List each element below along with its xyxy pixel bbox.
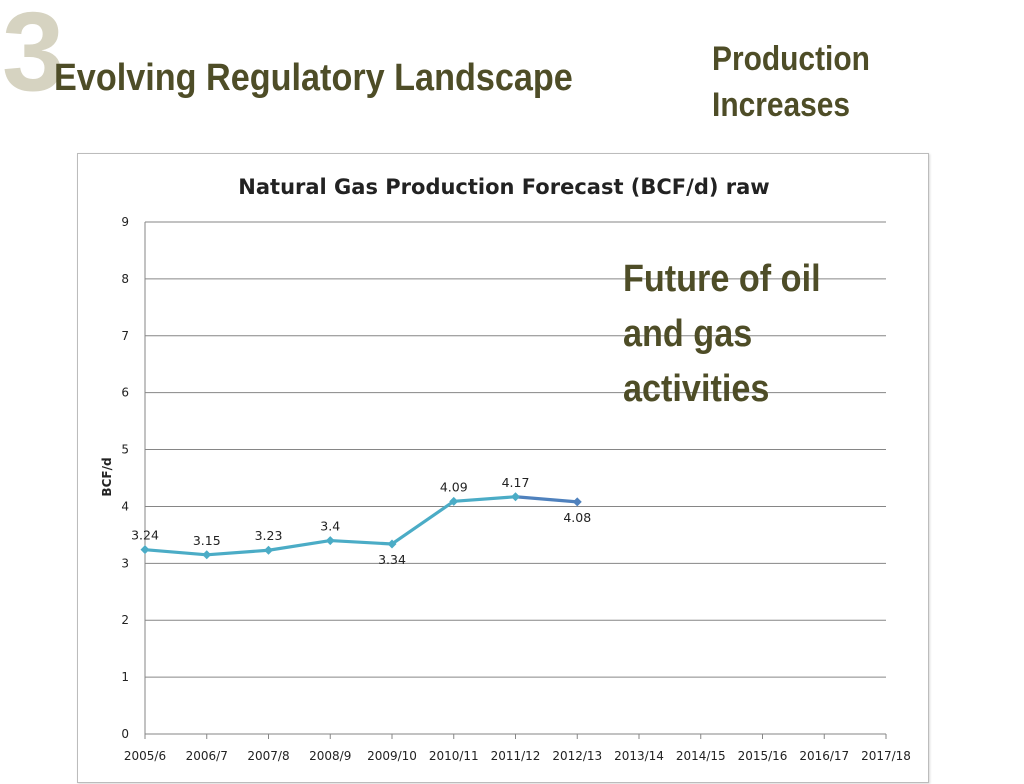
chart-frame: Natural Gas Production Forecast (BCF/d) … <box>77 153 929 783</box>
overlay-line-1: Future of oil <box>623 258 821 300</box>
data-point-marker <box>387 539 397 549</box>
x-tick-label: 2017/18 <box>861 749 911 763</box>
overlay-callout: Future of oil and gas activities <box>623 252 857 417</box>
y-tick-label: 1 <box>121 670 129 684</box>
x-tick-label: 2009/10 <box>367 749 417 763</box>
y-tick-label: 5 <box>121 443 129 457</box>
data-label: 4.08 <box>563 510 591 525</box>
data-label: 4.17 <box>502 475 530 490</box>
data-point-marker <box>264 545 273 555</box>
y-tick-label: 7 <box>121 329 129 343</box>
overlay-line-2: and gas <box>623 313 753 355</box>
data-label: 3.34 <box>378 552 406 567</box>
side-heading-line-2: Increases <box>712 86 851 124</box>
data-point-marker <box>449 496 459 506</box>
data-label: 3.15 <box>193 533 221 548</box>
x-tick-label: 2011/12 <box>491 749 541 763</box>
y-tick-label: 2 <box>121 613 129 627</box>
side-heading-line-1: Production <box>712 40 870 78</box>
y-tick-label: 3 <box>121 556 129 570</box>
series-line-segment <box>390 499 456 546</box>
series-line-segment <box>205 548 271 557</box>
overlay-line-3: activities <box>623 368 770 410</box>
slide-title: Evolving Regulatory Landscape <box>54 57 573 99</box>
x-tick-label: 2007/8 <box>247 749 289 763</box>
data-label: 4.09 <box>440 479 468 494</box>
y-tick-label: 0 <box>121 727 129 741</box>
x-tick-label: 2013/14 <box>614 749 664 763</box>
data-point-marker <box>202 550 212 560</box>
x-tick-label: 2014/15 <box>676 749 726 763</box>
series-line-segment <box>452 495 518 503</box>
x-tick-label: 2010/11 <box>429 749 479 763</box>
x-tick-label: 2016/17 <box>799 749 849 763</box>
data-point-marker <box>511 492 520 502</box>
series-line-segment <box>513 495 579 504</box>
x-tick-label: 2015/16 <box>738 749 788 763</box>
y-tick-label: 8 <box>121 272 129 286</box>
chart-title: Natural Gas Production Forecast (BCF/d) … <box>238 175 769 199</box>
y-tick-label: 4 <box>121 499 129 513</box>
data-label: 3.4 <box>320 519 340 534</box>
series-line-segment <box>143 548 209 557</box>
y-tick-label: 6 <box>121 386 129 400</box>
data-point-marker <box>572 497 582 507</box>
slide-number: 3 <box>2 0 64 114</box>
x-tick-label: 2012/13 <box>552 749 602 763</box>
x-tick-label: 2008/9 <box>309 749 351 763</box>
x-tick-label: 2005/6 <box>124 749 166 763</box>
data-point-marker <box>325 536 335 546</box>
x-tick-label: 2006/7 <box>186 749 228 763</box>
natural-gas-production-chart: Natural Gas Production Forecast (BCF/d) … <box>100 175 911 763</box>
y-tick-label: 9 <box>121 215 129 229</box>
series-line-segment <box>328 538 394 546</box>
series-line-segment <box>266 538 332 552</box>
y-axis-label: BCF/d <box>100 457 114 496</box>
data-label: 3.24 <box>131 528 159 543</box>
data-label: 3.23 <box>255 528 283 543</box>
data-point-marker <box>140 545 150 555</box>
side-heading: Production Increases <box>712 36 906 128</box>
